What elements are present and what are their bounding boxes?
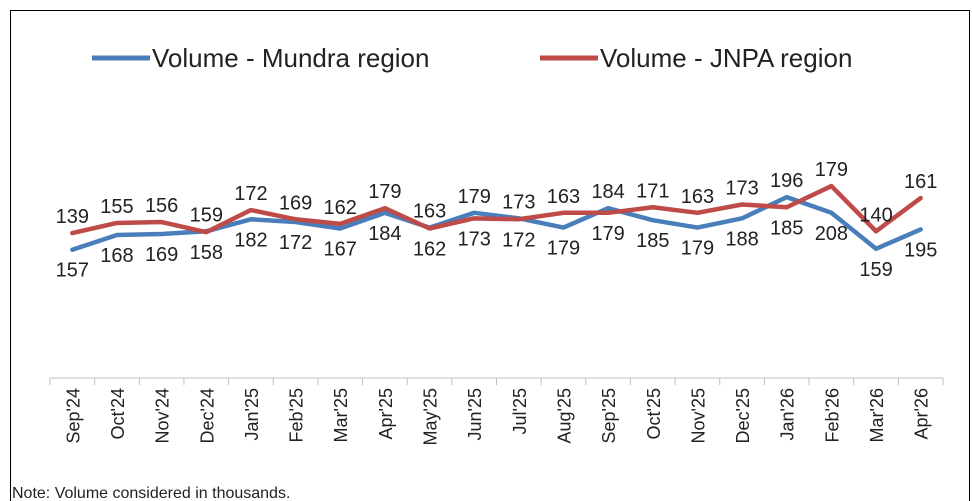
data-label: 161	[904, 171, 937, 193]
note: Note: Volume considered in thousands.	[12, 485, 290, 501]
data-label: 157	[56, 260, 89, 282]
data-label: 173	[502, 191, 535, 213]
data-label: 173	[725, 178, 758, 200]
data-label: 184	[591, 181, 624, 203]
data-label: 163	[547, 186, 580, 208]
x-tick-label: Jan'26	[778, 388, 798, 440]
data-label: 179	[815, 159, 848, 181]
x-tick-label: Oct'24	[108, 388, 128, 439]
data-label: 172	[279, 232, 312, 254]
data-label: 168	[100, 245, 133, 267]
legend-label: Volume - JNPA region	[600, 43, 852, 73]
data-label: 167	[324, 238, 357, 260]
series-line	[70, 183, 923, 236]
data-label: 172	[502, 229, 535, 251]
x-tick-label: Jul'25	[510, 388, 530, 434]
x-tick-label: Jan'25	[242, 388, 262, 440]
x-tick-label: Nov'24	[153, 388, 173, 443]
data-label: 179	[457, 186, 490, 208]
data-label: 171	[636, 180, 669, 202]
x-tick-label: Jun'25	[465, 388, 485, 440]
data-label: 159	[190, 204, 223, 226]
data-label: 169	[145, 244, 178, 266]
data-label: 169	[279, 192, 312, 214]
legend-label: Volume - Mundra region	[152, 43, 429, 73]
x-tick-label: Aug'25	[554, 388, 574, 444]
x-tick-label: Apr'26	[912, 388, 932, 439]
data-label: 156	[145, 195, 178, 217]
x-tick-label: Feb'25	[287, 388, 307, 442]
data-label: 208	[815, 223, 848, 245]
data-label: 188	[725, 228, 758, 250]
x-tick-label: Oct'25	[644, 388, 664, 439]
data-label: 172	[234, 183, 267, 205]
data-label: 185	[636, 230, 669, 252]
data-label: 140	[859, 204, 892, 226]
data-label: 179	[547, 238, 580, 260]
x-tick-label: Sep'25	[599, 388, 619, 444]
chart-border	[10, 10, 970, 501]
data-label: 163	[413, 201, 446, 223]
x-tick-label: Feb'26	[822, 388, 842, 442]
data-label: 158	[190, 242, 223, 264]
data-label: 195	[904, 239, 937, 261]
x-tick-label: Mar'26	[867, 388, 887, 442]
data-label: 162	[324, 197, 357, 219]
x-tick-label: Dec'25	[733, 388, 753, 443]
data-label: 163	[681, 186, 714, 208]
data-label: 179	[681, 238, 714, 260]
data-label: 179	[368, 181, 401, 203]
data-label: 185	[770, 217, 803, 239]
data-label: 173	[457, 228, 490, 250]
data-label: 196	[770, 170, 803, 192]
x-tick-label: Nov'25	[688, 388, 708, 443]
data-label: 159	[859, 259, 892, 281]
data-label: 139	[56, 206, 89, 228]
data-label: 162	[413, 238, 446, 260]
data-label: 155	[100, 196, 133, 218]
data-label: 179	[591, 223, 624, 245]
x-tick-label: Sep'24	[63, 388, 83, 444]
x-tick-label: Dec'24	[197, 388, 217, 443]
x-tick-label: Mar'25	[331, 388, 351, 442]
data-label: 184	[368, 223, 401, 245]
x-tick-label: Apr'25	[376, 388, 396, 439]
data-label: 182	[234, 229, 267, 251]
x-tick-label: May'25	[421, 388, 441, 445]
